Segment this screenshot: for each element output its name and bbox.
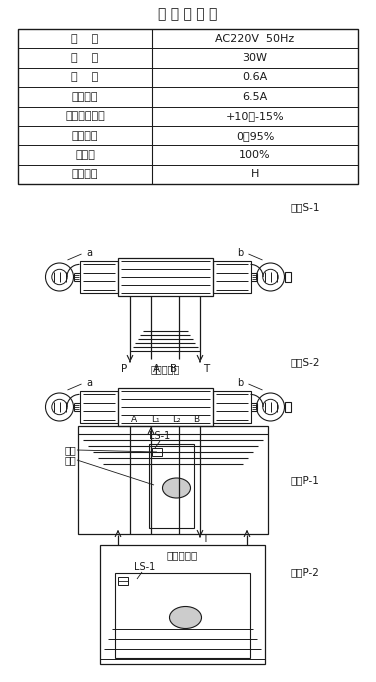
Text: 允许电压波动: 允许电压波动 <box>65 111 105 121</box>
Text: a: a <box>86 378 92 388</box>
Text: 触头: 触头 <box>64 445 76 455</box>
Bar <box>152 448 162 456</box>
Text: H: H <box>251 169 259 179</box>
Text: A: A <box>131 415 137 424</box>
Text: 电    源: 电 源 <box>71 33 99 44</box>
Text: A: A <box>152 364 159 374</box>
Text: 压力操纵阀: 压力操纵阀 <box>167 550 198 560</box>
Text: AC220V  50Hz: AC220V 50Hz <box>215 33 295 44</box>
Bar <box>117 258 212 296</box>
Bar <box>79 391 117 423</box>
Bar <box>79 261 117 293</box>
Text: L₂: L₂ <box>172 415 180 424</box>
Text: 瞬时电流: 瞬时电流 <box>72 92 98 102</box>
Text: 100%: 100% <box>239 150 271 160</box>
Text: 暂载率: 暂载率 <box>75 150 95 160</box>
Bar <box>117 388 212 426</box>
Bar <box>118 577 128 585</box>
Text: 0～95%: 0～95% <box>236 130 274 140</box>
Bar <box>285 272 291 282</box>
Bar <box>100 545 265 664</box>
Bar <box>18 29 358 184</box>
Text: 电    流: 电 流 <box>71 72 99 83</box>
Text: b: b <box>237 248 244 258</box>
Bar <box>78 426 268 534</box>
Text: L₁: L₁ <box>151 415 159 424</box>
Bar <box>149 444 194 528</box>
Text: 30W: 30W <box>243 53 267 63</box>
Text: b: b <box>237 378 244 388</box>
Bar <box>212 261 250 293</box>
Text: 0.6A: 0.6A <box>243 72 268 83</box>
Text: LS-1: LS-1 <box>134 562 156 572</box>
Text: +10～-15%: +10～-15% <box>226 111 284 121</box>
Text: a: a <box>86 248 92 258</box>
Bar <box>212 391 250 423</box>
Text: 滑阀: 滑阀 <box>64 455 76 465</box>
Ellipse shape <box>162 478 191 498</box>
Text: 电 磁 铁 参 数: 电 磁 铁 参 数 <box>158 7 218 21</box>
Text: 功    率: 功 率 <box>71 53 99 63</box>
Text: 位置P-2: 位置P-2 <box>291 567 320 577</box>
Text: B: B <box>170 364 177 374</box>
Text: LS-1: LS-1 <box>149 431 171 441</box>
Ellipse shape <box>170 606 202 629</box>
Text: 位置S-1: 位置S-1 <box>290 202 320 212</box>
Text: 电磁换向阀: 电磁换向阀 <box>150 364 180 374</box>
Text: T: T <box>202 534 208 544</box>
Text: 绣缘等级: 绣缘等级 <box>72 169 98 179</box>
Text: P: P <box>121 364 127 374</box>
Bar <box>115 573 250 658</box>
Text: 6.5A: 6.5A <box>243 92 268 102</box>
Text: 位置P-1: 位置P-1 <box>291 475 320 485</box>
Text: 相对湿度: 相对湿度 <box>72 130 98 140</box>
Text: T: T <box>203 364 209 374</box>
Text: 位置S-2: 位置S-2 <box>290 357 320 367</box>
Bar <box>285 402 291 412</box>
Text: B: B <box>193 415 199 424</box>
